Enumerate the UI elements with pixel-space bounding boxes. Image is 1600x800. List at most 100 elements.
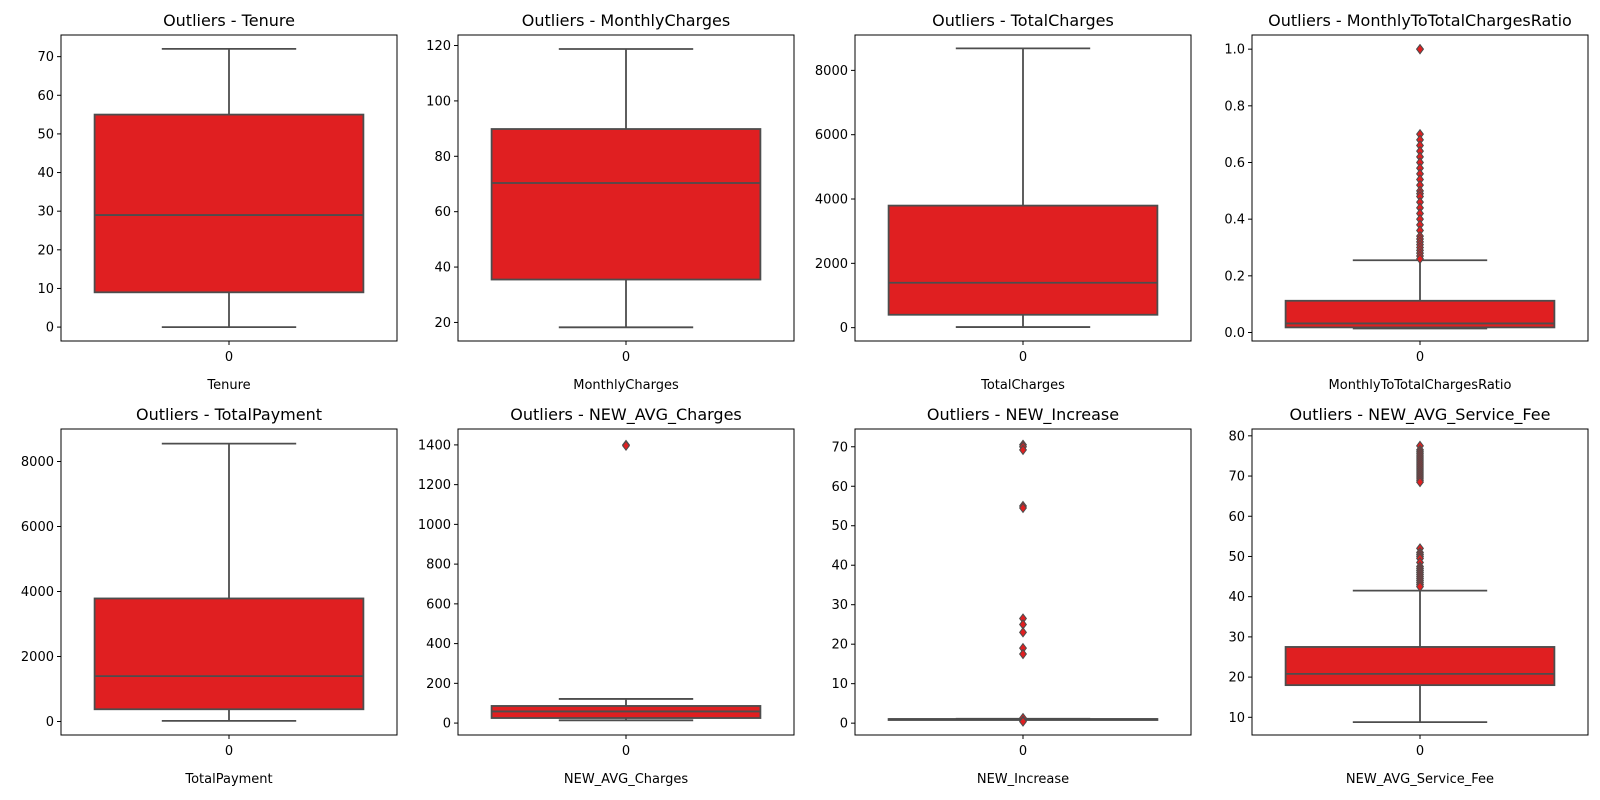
y-tick-label: 0.4 — [1224, 213, 1245, 228]
box-iqr — [93, 113, 365, 294]
subplot-title: Outliers - NEW_Increase — [927, 405, 1119, 425]
outlier-point — [1416, 253, 1425, 265]
y-tick-label: 8000 — [21, 455, 54, 470]
y-tick-label: 40 — [434, 261, 451, 276]
y-tick-label: 6000 — [21, 520, 54, 535]
outlier-point — [622, 440, 630, 452]
x-axis-label: TotalPayment — [184, 772, 272, 787]
subplot-title: Outliers - TotalPayment — [136, 405, 322, 424]
x-tick-label: 0 — [1019, 744, 1027, 759]
subplot-1: Outliers - Tenure 0 10 20 30 40 50 60 70 0 Tenure — [37, 11, 398, 393]
y-tick-label: 0.2 — [1224, 269, 1245, 284]
y-tick-label: 120 — [426, 39, 451, 54]
y-tick-label: 10 — [37, 282, 54, 297]
y-tick-label: 600 — [426, 597, 451, 612]
subplot-title: Outliers - Tenure — [163, 11, 295, 30]
y-tick-label: 20 — [37, 243, 54, 258]
y-tick-label: 30 — [831, 598, 848, 613]
y-tick-label: 40 — [831, 559, 848, 574]
axes-frame — [457, 428, 795, 736]
axes-frame — [854, 428, 1192, 736]
y-tick-label: 0 — [46, 715, 54, 730]
outlier-point — [1019, 627, 1028, 638]
x-tick-label: 0 — [1416, 350, 1424, 365]
y-tick-label: 70 — [1228, 470, 1245, 485]
outlier-point — [1416, 476, 1425, 488]
y-tick-label: 10 — [1228, 711, 1245, 726]
x-tick-label: 0 — [1019, 350, 1027, 365]
outlier-point — [1019, 444, 1028, 456]
x-axis-label: MonthlyToTotalChargesRatio — [1329, 378, 1512, 393]
y-tick-label: 4000 — [815, 193, 848, 208]
y-tick-label: 30 — [37, 205, 54, 220]
y-tick-label: 40 — [1228, 590, 1245, 605]
y-tick-label: 40 — [37, 166, 54, 181]
y-tick-label: 60 — [434, 205, 451, 220]
y-tick-label: 800 — [426, 558, 451, 573]
subplot-title: Outliers - NEW_AVG_Service_Fee — [1290, 405, 1551, 425]
y-tick-label: 20 — [831, 638, 848, 653]
outlier-point — [1416, 43, 1425, 55]
subplot-title: Outliers - MonthlyToTotalChargesRatio — [1268, 11, 1572, 30]
y-tick-label: 30 — [1228, 630, 1245, 645]
y-tick-label: 8000 — [815, 64, 848, 79]
box-iqr — [1284, 646, 1556, 687]
x-axis-label: NEW_AVG_Service_Fee — [1346, 772, 1494, 787]
subplot-8: Outliers - NEW_AVG_Service_Fee 10 20 30 40 50… — [1228, 405, 1589, 787]
y-tick-label: 2000 — [815, 257, 848, 272]
y-tick-label: 20 — [1228, 671, 1245, 686]
y-tick-label: 0.6 — [1224, 156, 1245, 171]
y-tick-label: 80 — [1228, 429, 1245, 444]
x-axis-label: MonthlyCharges — [573, 378, 679, 393]
subplot-6: Outliers - NEW_AVG_Charges 0 200 400 600 800 1… — [418, 405, 795, 787]
y-tick-label: 100 — [426, 94, 451, 109]
y-tick-label: 0 — [443, 717, 451, 732]
y-tick-label: 60 — [37, 89, 54, 104]
y-tick-label: 0.8 — [1224, 99, 1245, 114]
y-tick-label: 60 — [831, 480, 848, 495]
outlier-point — [1019, 502, 1028, 514]
box-iqr — [887, 204, 1159, 316]
y-tick-label: 1400 — [418, 438, 451, 453]
x-axis-label: NEW_Increase — [977, 772, 1069, 787]
subplot-3: Outliers - TotalCharges 0 2000 4000 6000 8000… — [815, 11, 1192, 393]
y-tick-label: 0 — [840, 717, 848, 732]
outlier-point — [1019, 648, 1028, 660]
y-tick-label: 6000 — [815, 128, 848, 143]
y-tick-label: 2000 — [21, 650, 54, 665]
x-tick-label: 0 — [225, 744, 233, 759]
y-tick-label: 10 — [831, 677, 848, 692]
subplot-title: Outliers - MonthlyCharges — [522, 11, 730, 30]
y-tick-label: 1.0 — [1224, 43, 1245, 58]
y-tick-label: 4000 — [21, 585, 54, 600]
y-tick-label: 1000 — [418, 518, 451, 533]
y-tick-label: 60 — [1228, 510, 1245, 525]
x-axis-label: Tenure — [206, 378, 250, 393]
box-iqr — [490, 128, 762, 281]
y-tick-label: 70 — [831, 440, 848, 455]
y-tick-label: 400 — [426, 637, 451, 652]
subplot-title: Outliers - TotalCharges — [932, 11, 1114, 30]
x-tick-label: 0 — [1416, 744, 1424, 759]
y-tick-label: 200 — [426, 677, 451, 692]
x-axis-label: TotalCharges — [980, 378, 1065, 393]
x-axis-label: NEW_AVG_Charges — [564, 772, 688, 787]
y-tick-label: 20 — [434, 316, 451, 331]
y-tick-label: 1200 — [418, 478, 451, 493]
y-tick-label: 70 — [37, 50, 54, 65]
x-tick-label: 0 — [622, 350, 630, 365]
y-tick-label: 50 — [1228, 550, 1245, 565]
y-tick-label: 0 — [46, 321, 54, 336]
x-tick-label: 0 — [225, 350, 233, 365]
x-tick-label: 0 — [622, 744, 630, 759]
y-tick-label: 50 — [37, 127, 54, 142]
subplot-2: Outliers - MonthlyCharges 20 40 60 80 100 120 0… — [426, 11, 795, 393]
subplot-5: Outliers - TotalPayment 0 2000 4000 6000 8000… — [21, 405, 398, 787]
outlier-point — [1416, 581, 1425, 592]
y-tick-label: 0 — [840, 321, 848, 336]
box-iqr — [93, 597, 365, 711]
y-tick-label: 0.0 — [1224, 326, 1245, 341]
subplot-4: Outliers - MonthlyToTotalChargesRatio 0.0… — [1224, 11, 1589, 393]
outlier-point — [1019, 716, 1028, 727]
